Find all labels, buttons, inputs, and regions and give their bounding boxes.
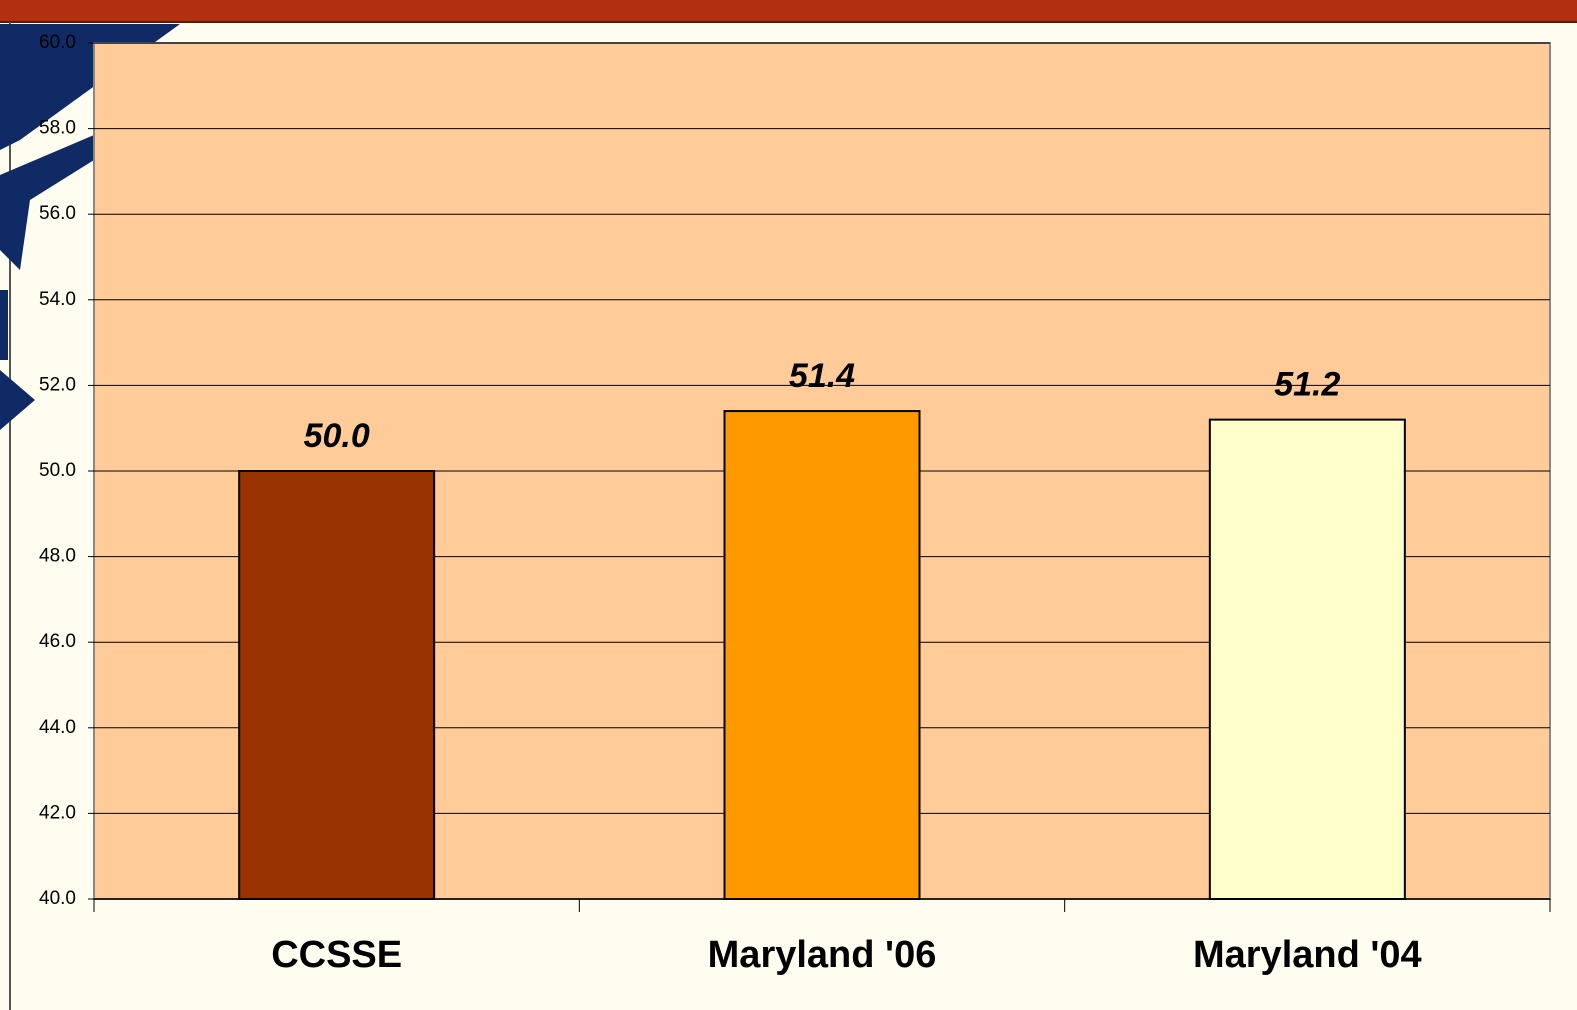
x-tick-label: CCSSE bbox=[271, 934, 402, 976]
y-tick-label: 58.0 bbox=[39, 118, 76, 139]
y-tick-label: 54.0 bbox=[39, 289, 76, 310]
y-tick-label: 42.0 bbox=[39, 802, 76, 823]
bar bbox=[723, 410, 921, 900]
decor bbox=[0, 370, 35, 430]
data-label: 51.4 bbox=[789, 357, 855, 395]
data-label: 51.2 bbox=[1274, 366, 1340, 404]
decor bbox=[0, 135, 94, 270]
y-tick-label: 60.0 bbox=[39, 32, 76, 53]
x-tick-label: Maryland '04 bbox=[1193, 934, 1422, 976]
bar bbox=[1208, 418, 1406, 900]
bar bbox=[238, 470, 436, 900]
y-tick-label: 46.0 bbox=[39, 631, 76, 652]
y-tick-label: 52.0 bbox=[39, 374, 76, 395]
y-tick-label: 44.0 bbox=[39, 717, 76, 738]
y-tick-label: 56.0 bbox=[39, 203, 76, 224]
header-band bbox=[0, 0, 1577, 22]
decor bbox=[0, 290, 8, 360]
y-tick-label: 40.0 bbox=[39, 888, 76, 909]
y-tick-label: 50.0 bbox=[39, 460, 76, 481]
x-tick-label: Maryland '06 bbox=[708, 934, 937, 976]
y-tick-label: 48.0 bbox=[39, 546, 76, 567]
data-label: 50.0 bbox=[304, 417, 370, 455]
